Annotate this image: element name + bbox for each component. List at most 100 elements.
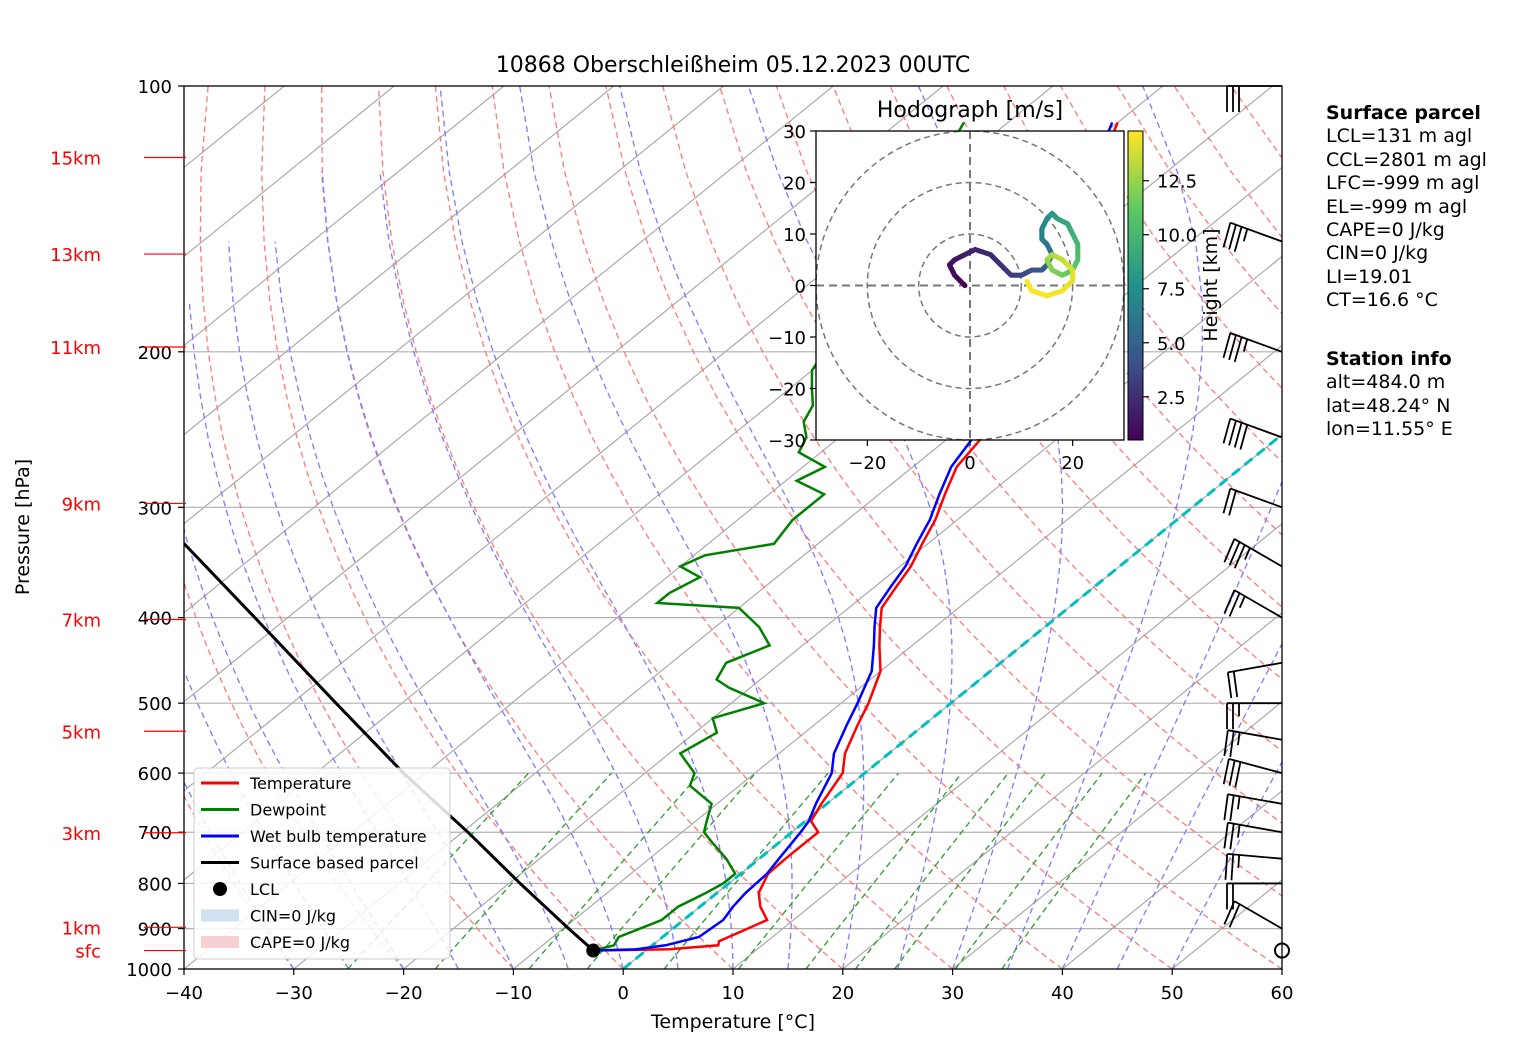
barb-staff [1227,793,1283,805]
moist-adiabat-line [917,86,1064,969]
x-tick-label: 30 [941,983,964,1004]
barb-flag [1228,760,1236,786]
station-info-panel: Station info alt=484.0 m lat=48.24° N lo… [1326,348,1453,442]
height-label: 7km [62,611,101,632]
barb-flag [1234,761,1242,788]
hodograph-y-tick-label: 0 [795,277,806,298]
surface-parcel-header: Surface parcel [1326,102,1481,124]
dry-adiabat-line [199,86,514,969]
legend-box [193,767,451,960]
hodograph-y-tick-label: 30 [783,122,806,143]
barb-flag [1228,903,1241,928]
hodograph-inset: Hodograph [m/s] −30 −20 −10 0 10 20 30 −20 0 20 2… [768,98,1222,474]
moist-adiabat-line [274,241,569,969]
moist-adiabat-line [1006,86,1203,969]
isotherm-line [732,522,1282,969]
colorbar-tick-label: 5.0 [1157,334,1186,355]
legend-label: Surface based parcel [250,854,419,873]
mixing-ratio-line [347,772,530,969]
isotherm-line [184,86,834,614]
barb-flag [1229,731,1235,758]
barb-flag [1224,853,1229,880]
x-tick-label: −40 [165,983,203,1004]
wind-barb [1226,882,1282,910]
barb-flag [1228,420,1237,446]
wind-barb [1222,758,1283,788]
mixing-ratio-line [738,772,900,969]
y-tick-label: 800 [138,874,172,895]
mixing-ratio-line [586,772,756,969]
legend-label: Temperature [249,774,351,793]
barb-flag [1223,538,1236,563]
hodograph-x-tick-label: −20 [848,453,886,474]
hodograph-point [1024,279,1030,285]
height-label: sfc [75,942,101,963]
height-label: 3km [62,824,101,845]
isotherm-line [513,344,1282,969]
barb-flag [1222,332,1232,359]
wind-barb [1224,852,1283,881]
barb-flag [1223,730,1229,757]
barb-flag [1228,592,1241,617]
y-tick-label: 700 [138,823,172,844]
height-label: 11km [50,338,101,359]
y-tick-label: 1000 [126,960,172,981]
legend: Temperature Dewpoint Wet bulb temperature S… [193,767,451,960]
isotherm-line [952,701,1282,969]
mixing-ratio-lines [347,772,1147,969]
barb-half-flag [1238,595,1246,609]
barb-flag [1233,422,1243,448]
wind-barb [1223,589,1283,619]
surface-parcel-ccl: CCL=2801 m agl [1326,148,1487,171]
height-labels: 15km 13km 11km 9km 7km 5km 3km 1km sfc [50,149,186,963]
surface-parcel-lfc: LFC=-999 m agl [1326,172,1480,195]
moist-adiabat-line [519,86,793,969]
barb-staff [1230,332,1283,353]
legend-swatch [213,882,227,896]
mixing-ratio-line [894,772,1046,969]
freezing-isotherm [622,432,1282,969]
isobar-lines [184,351,1282,930]
wind-barb [1222,332,1283,363]
isotherm-line [184,86,944,703]
legend-swatch [201,936,239,948]
barb-staff [1233,538,1283,568]
hodograph-y-tick-label: −30 [768,431,806,452]
station-alt: alt=484.0 m [1326,371,1446,394]
barb-half-flag [1237,796,1241,810]
moist-adiabat-line [618,86,865,969]
surface-parcel-panel: Surface parcel LCL=131 m agl CCL=2801 m … [1326,102,1487,313]
barb-flag [1232,671,1239,698]
dry-adiabat-line [946,86,1282,536]
x-axis: −40 −30 −20 −10 0 10 20 30 40 50 60 [165,969,1293,1004]
barb-half-flag [1242,228,1249,242]
mixing-ratio-line [854,772,1009,969]
wind-barb [1223,821,1283,850]
dry-adiabat-line [377,86,844,969]
isotherm-line [184,86,724,525]
x-tick-label: −10 [494,983,532,1004]
x-axis-label: Temperature [°C] [650,1011,815,1033]
isotherm-line [184,86,505,347]
legend-label: CIN=0 J/kg [250,907,336,926]
dry-adiabat-line [321,86,734,969]
hodograph-trace [946,210,1081,299]
height-label: 1km [62,918,101,939]
surface-parcel-cape: CAPE=0 J/kg [1326,219,1445,242]
station-info-header: Station info [1326,348,1452,370]
hodograph-axes: −30 −20 −10 0 10 20 30 −20 0 20 [768,122,1084,474]
station-lon: lon=11.55° E [1326,418,1453,441]
barb-flag [1228,490,1237,516]
mixing-ratio-line [954,772,1103,969]
x-tick-label: −20 [385,983,423,1004]
legend-swatch [201,909,239,922]
hodograph-y-tick-label: 10 [783,225,806,246]
y-axis-label: Pressure [hPa] [12,459,34,595]
barb-staff [1227,729,1283,741]
surface-parcel-lcl: LCL=131 m agl [1326,125,1473,148]
barb-flag [1230,854,1235,881]
barb-flag [1233,336,1243,363]
moist-adiabat-line [439,86,734,969]
